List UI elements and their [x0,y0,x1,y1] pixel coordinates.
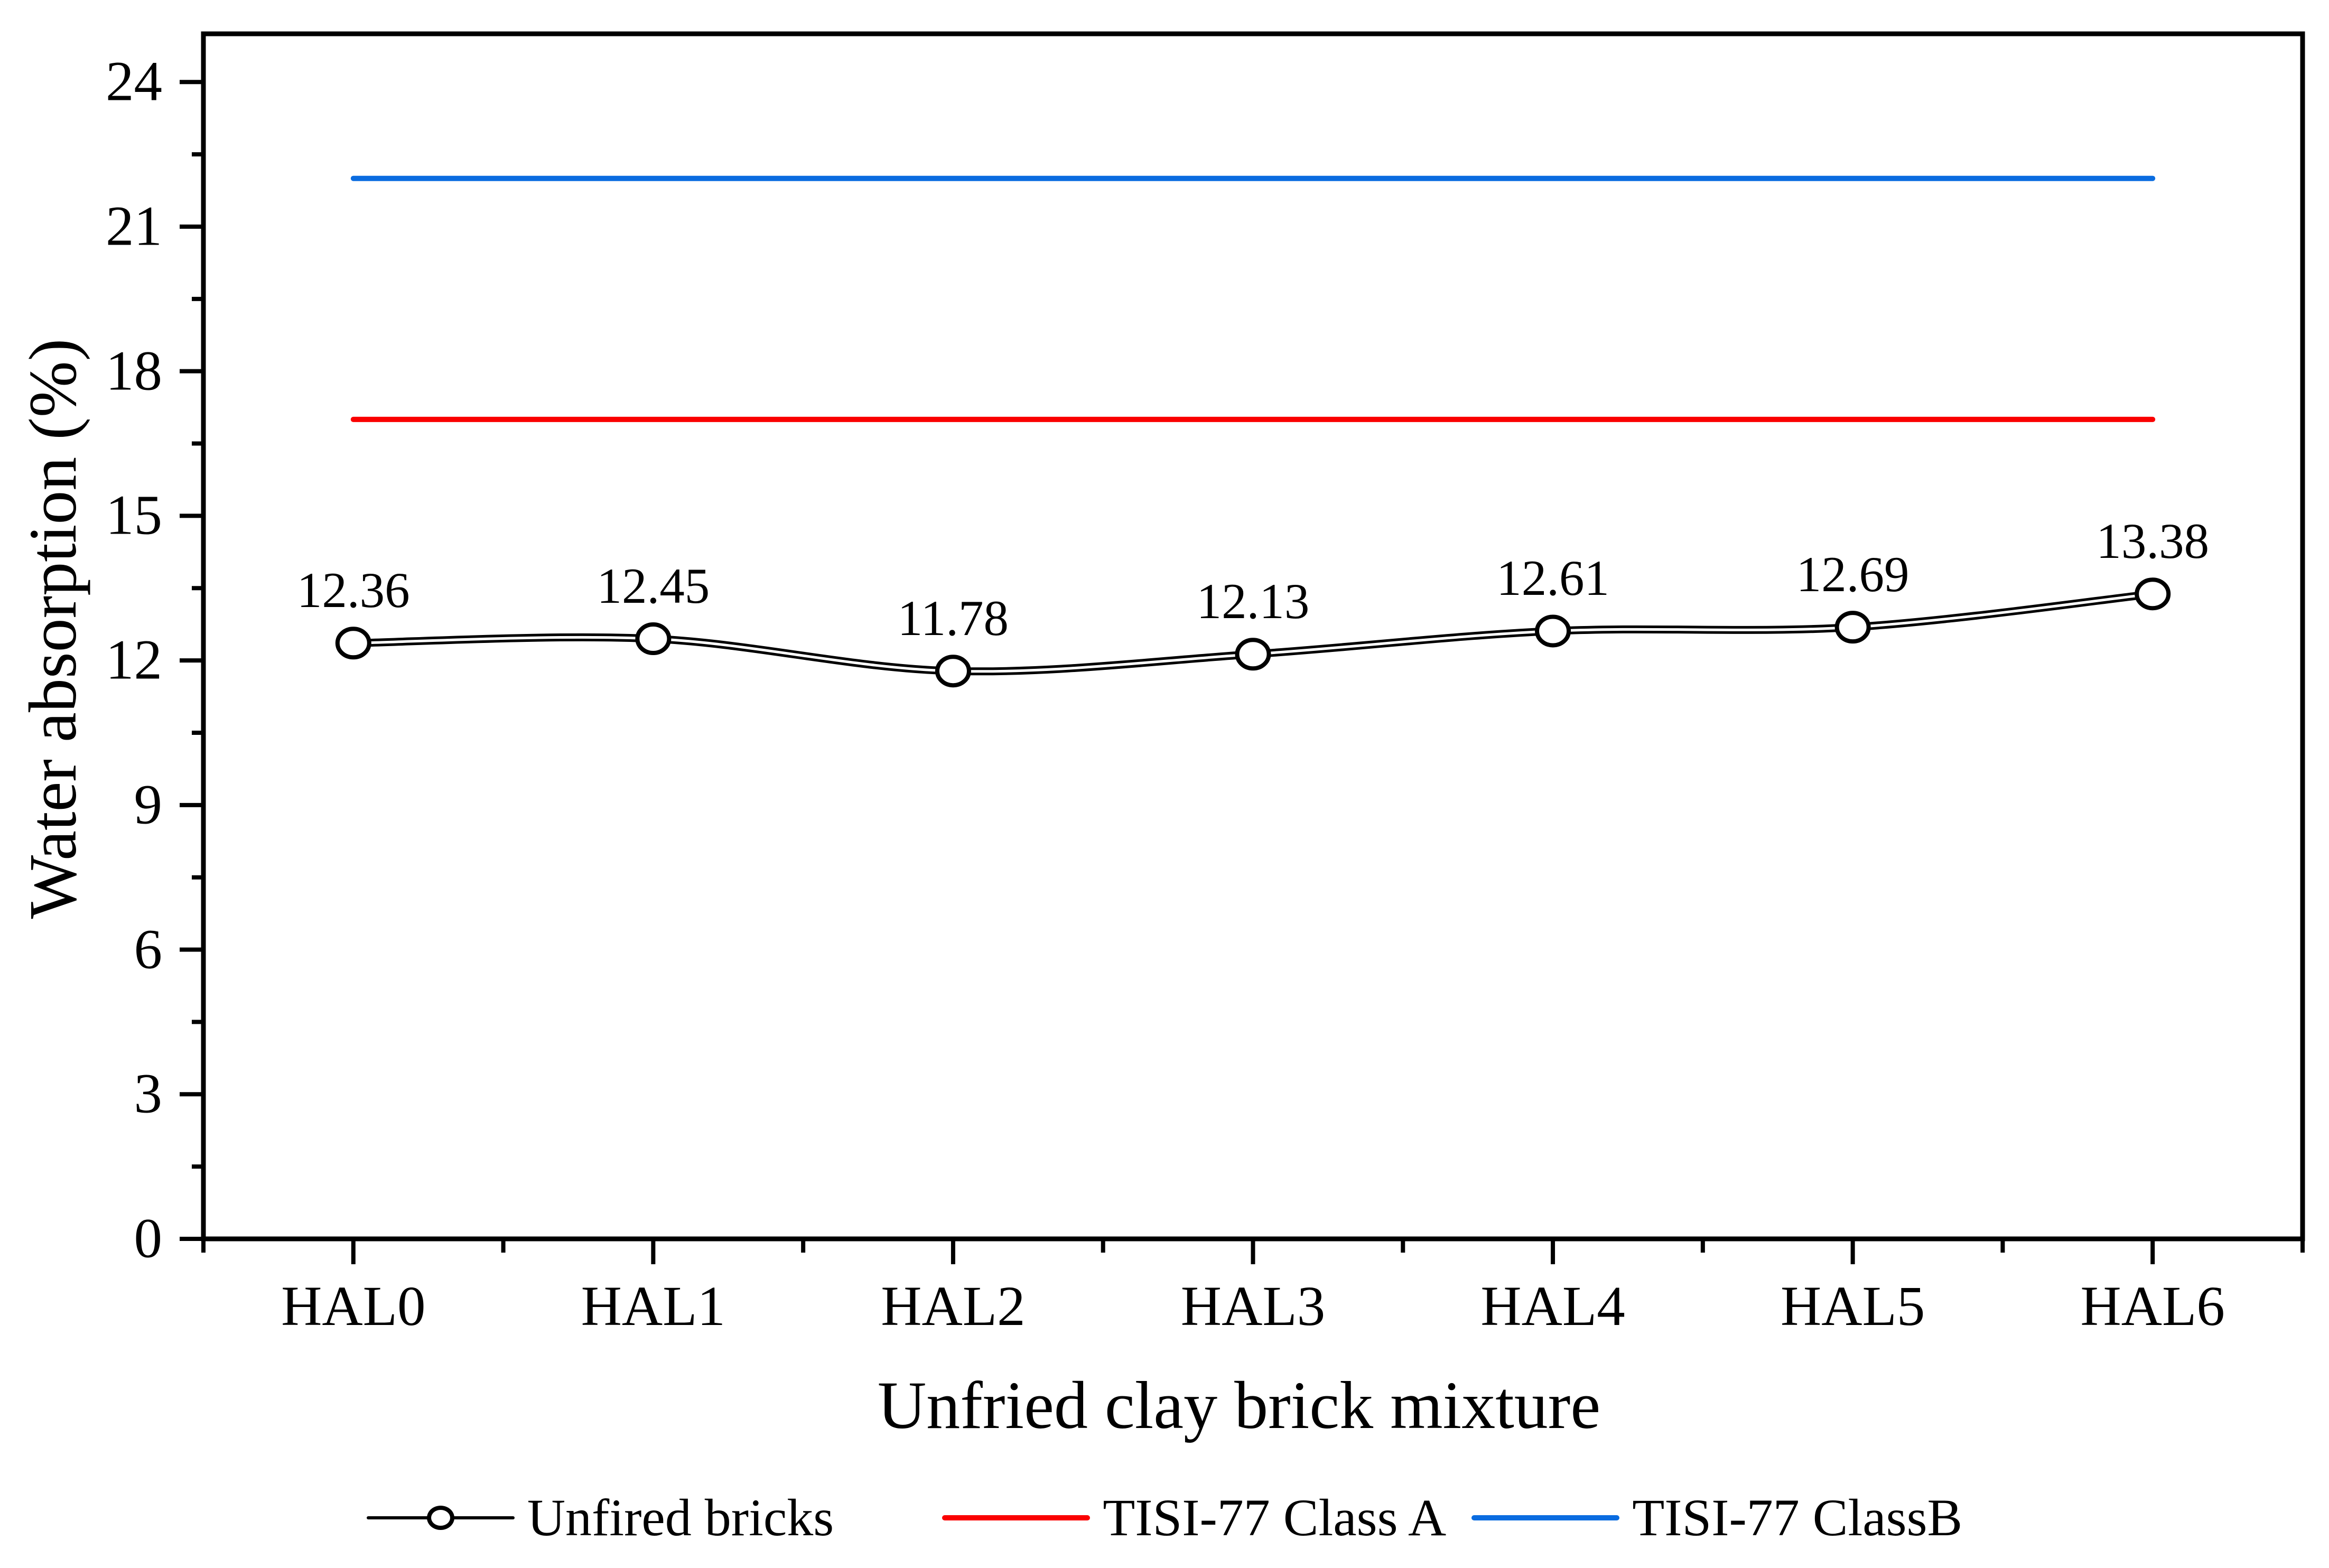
y-tick-label: 6 [134,918,163,981]
legend-line-icon [942,1499,1091,1536]
y-tick-label: 24 [106,50,162,113]
data-point-marker [1235,638,1271,671]
y-tick-label: 0 [134,1207,163,1270]
data-point-marker [1834,611,1871,644]
legend: Unfired bricks TISI-77 Class A TISI-77 C… [0,1469,2329,1566]
data-point-marker [335,627,371,660]
x-axis-title: Unfried clay brick mixture [877,1368,1601,1443]
x-tick-label: HAL6 [2080,1275,2225,1338]
data-point-marker [635,622,672,656]
y-tick-label: 21 [106,195,162,258]
data-point-label: 12.36 [296,562,410,619]
x-tick-label: HAL3 [1180,1275,1326,1338]
y-axis-title: Water absorption (%) [15,338,90,919]
y-tick-label: 12 [106,629,162,692]
legend-item-tisi77-class-a: TISI-77 Class A [942,1491,1446,1544]
legend-label: TISI-77 ClassB [1632,1488,1963,1547]
open-circle-marker-icon [426,1505,454,1530]
data-point-label: 13.38 [2096,513,2210,570]
data-point-marker [2135,577,2171,611]
data-point-label: 12.61 [1496,550,1609,606]
y-tick-label: 3 [134,1062,163,1125]
data-point-label: 12.45 [597,558,710,614]
x-tick-label: HAL5 [1780,1275,1925,1338]
legend-item-tisi77-class-b: TISI-77 ClassB [1471,1491,1962,1544]
legend-line-icon [1471,1499,1620,1536]
legend-item-unfired-bricks: Unfired bricks [366,1488,834,1547]
legend-label: Unfired bricks [527,1488,834,1547]
data-point-label: 11.78 [897,590,1009,647]
y-tick-label: 18 [106,340,162,403]
legend-line-circle-icon [366,1499,515,1536]
x-tick-label: HAL0 [281,1275,426,1338]
y-tick-label: 9 [134,773,163,836]
data-point-marker [1535,614,1571,648]
data-point-marker [935,655,971,688]
data-point-label: 12.13 [1196,573,1310,630]
x-tick-label: HAL1 [581,1275,726,1338]
x-tick-label: HAL2 [881,1275,1026,1338]
data-point-label: 12.69 [1796,546,1909,603]
legend-label: TISI-77 Class A [1103,1488,1447,1547]
y-tick-label: 15 [106,484,162,547]
x-tick-label: HAL4 [1480,1275,1625,1338]
